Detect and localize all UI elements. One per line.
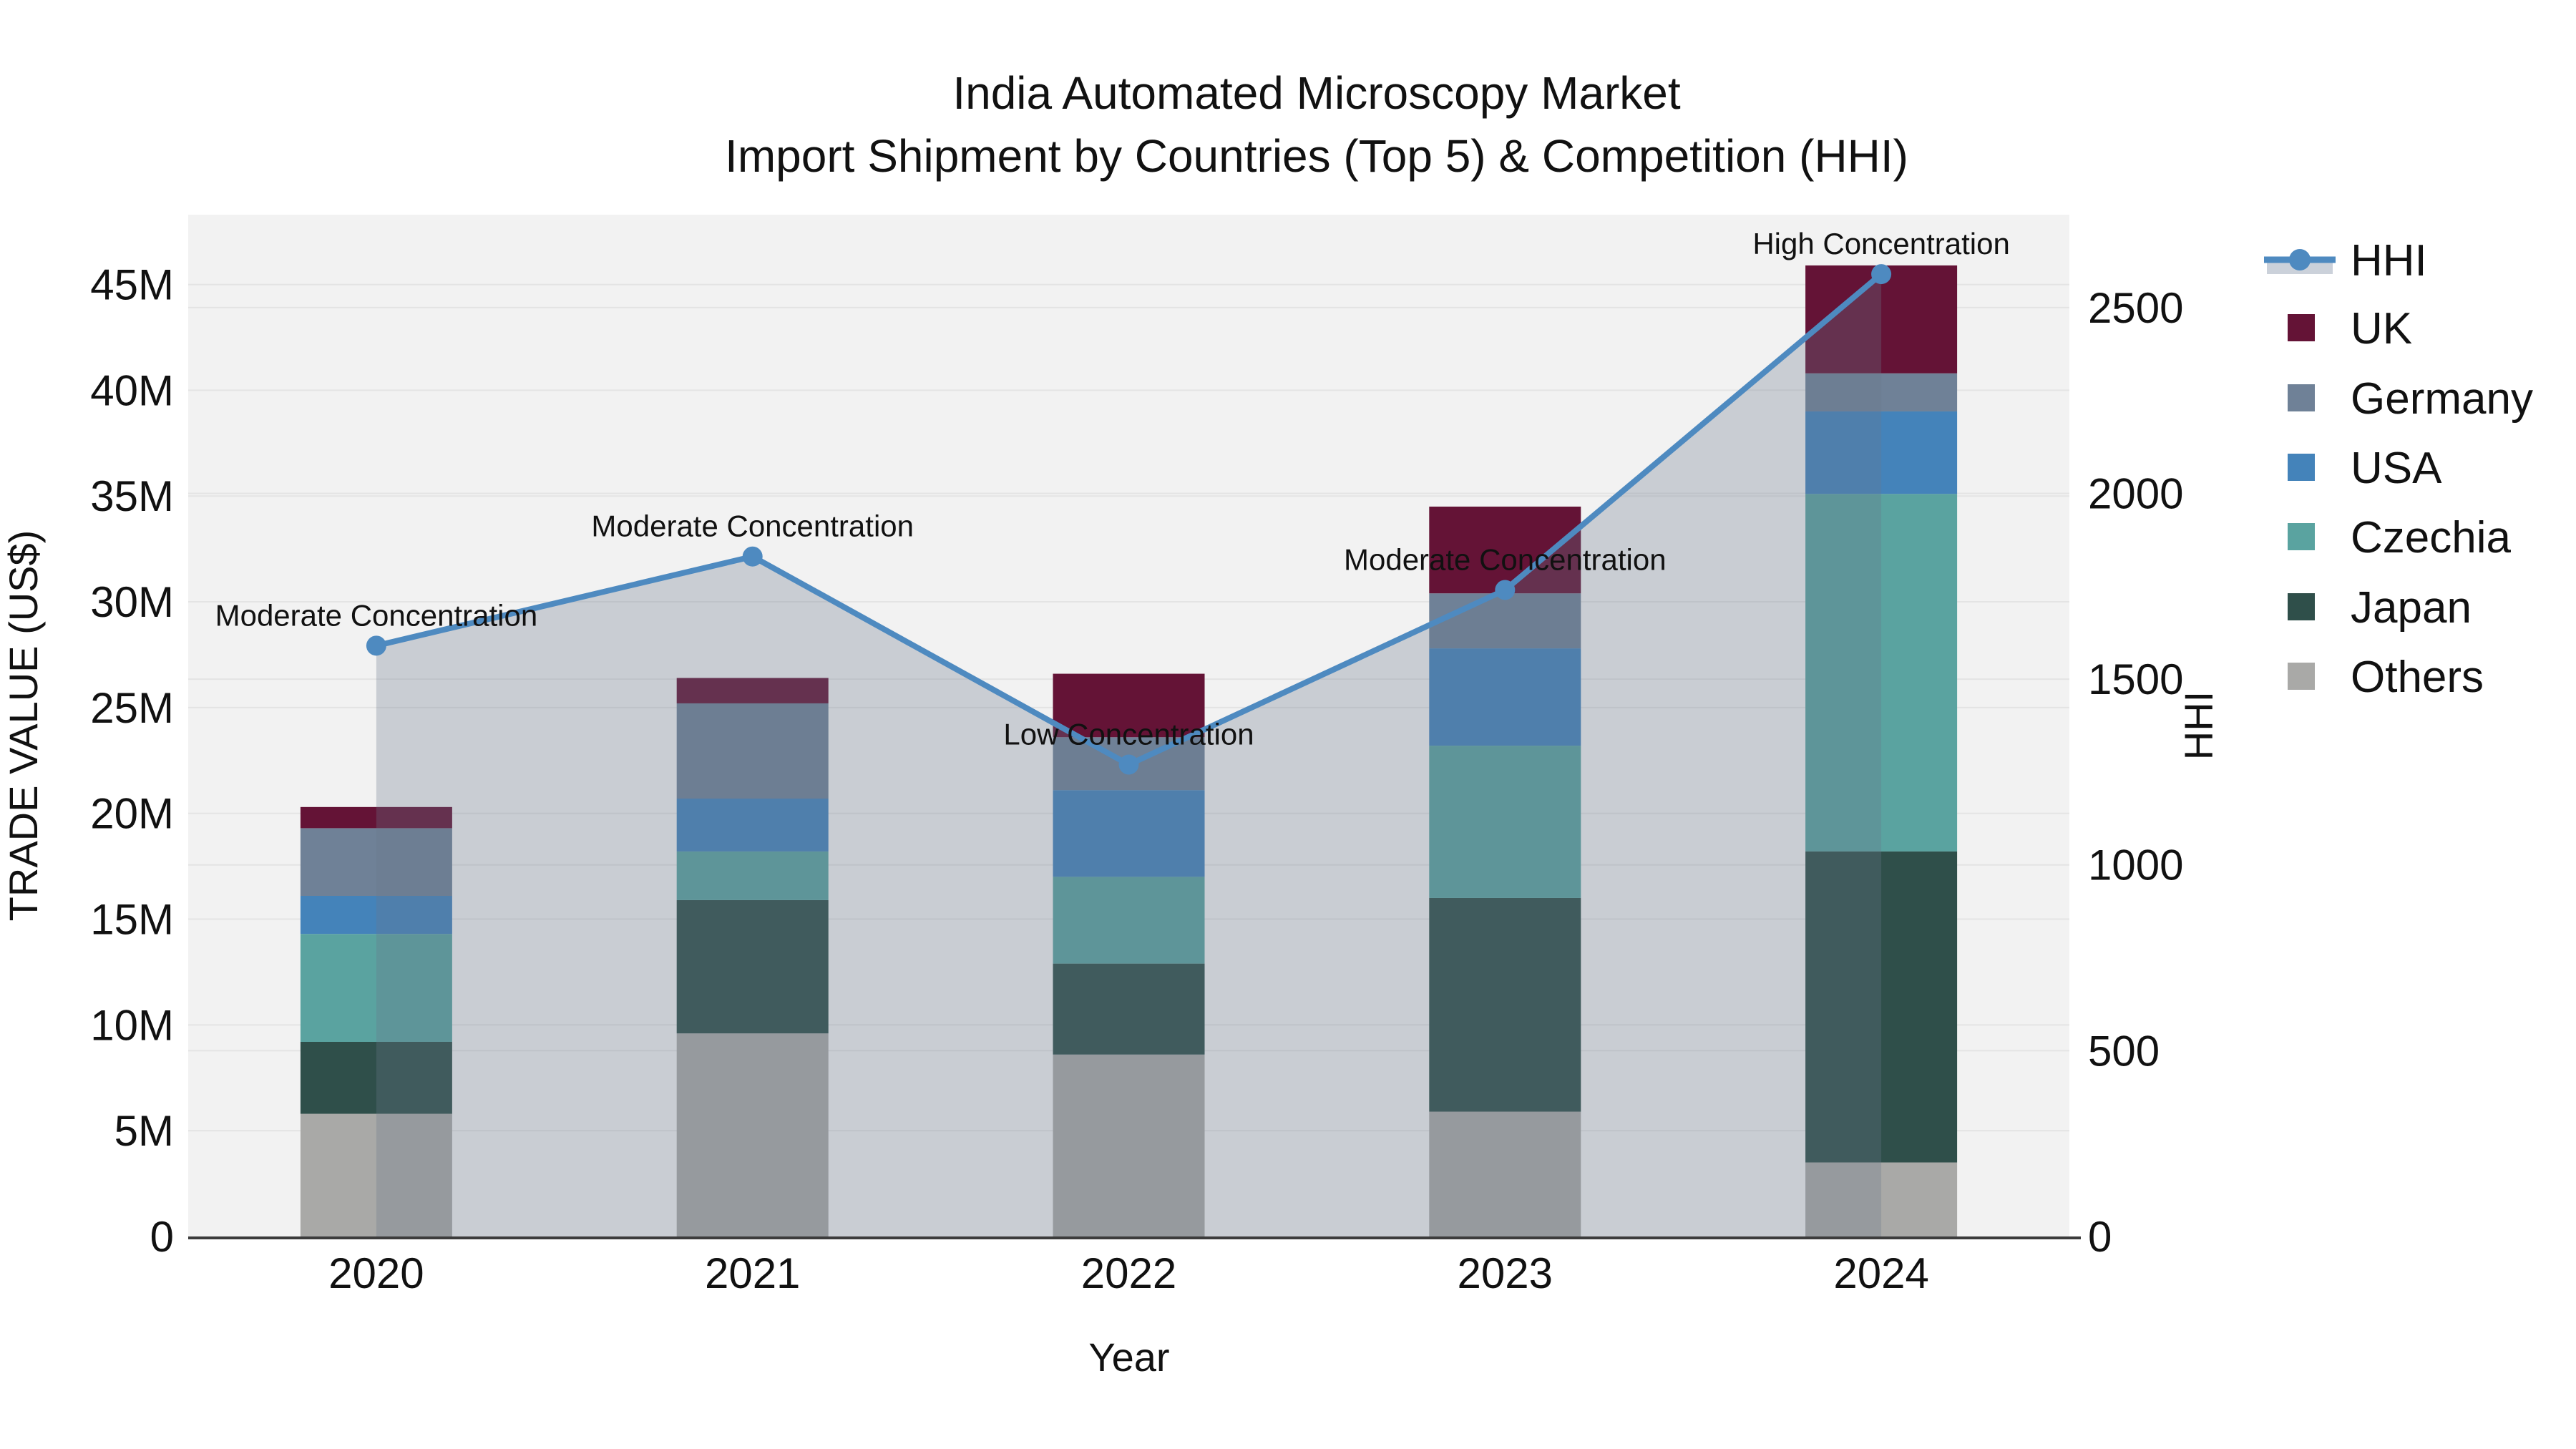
legend-swatch-others — [2288, 663, 2315, 690]
legend-swatch-germany — [2288, 384, 2315, 411]
legend-hhi-marker — [2289, 249, 2311, 270]
bar-segment-japan-2020 — [300, 1042, 452, 1114]
y-left-tick-25M: 25M — [90, 684, 174, 732]
legend-label-germany: Germany — [2351, 374, 2533, 424]
hhi-marker-2023 — [1495, 580, 1516, 600]
legend-swatch-uk — [2288, 314, 2315, 341]
x-tick-2024: 2024 — [1833, 1249, 1928, 1297]
legend-swatch-japan — [2288, 593, 2315, 620]
y-left-tick-30M: 30M — [90, 578, 174, 626]
y-right-tick-0: 0 — [2088, 1213, 2112, 1261]
legend-item-czechia: Czechia — [2288, 513, 2512, 562]
bar-segment-usa-2021 — [676, 799, 829, 852]
annotation-2022: Low Concentration — [1003, 718, 1254, 751]
hhi-marker-2024 — [1871, 264, 1892, 285]
bar-segment-uk-2022 — [1053, 673, 1205, 738]
legend-item-others: Others — [2288, 653, 2484, 702]
annotation-2023: Moderate Concentration — [1344, 542, 1667, 576]
x-axis-title: Year — [1088, 1335, 1169, 1380]
bar-segment-others-2021 — [676, 1033, 829, 1236]
y-left-tick-35M: 35M — [90, 472, 174, 520]
tick-label-layer: 0 5M 10M 15M 20M 25M 30M 35M 40M 45M 0 500 1000 1500 2… — [90, 261, 2183, 1297]
hhi-area-layer — [376, 274, 1882, 1237]
hhi-line-layer — [366, 264, 1892, 775]
y-left-tick-20M: 20M — [90, 790, 174, 838]
bar-segment-japan-2024 — [1805, 851, 1958, 1163]
bar-segment-others-2024 — [1805, 1162, 1958, 1236]
bar-segment-usa-2024 — [1805, 411, 1958, 494]
hhi-marker-2020 — [366, 635, 386, 656]
legend-label-hhi: HHI — [2351, 236, 2427, 286]
legend: HHI UK Germany USA Czechia Japan Others — [2264, 236, 2533, 702]
legend-swatch-czechia — [2288, 523, 2315, 550]
bar-segment-uk-2020 — [300, 806, 452, 829]
chart-title-line1: India Automated Microscopy Market — [952, 67, 1681, 119]
hhi-marker-2022 — [1118, 754, 1139, 775]
legend-swatch-usa — [2288, 454, 2315, 481]
hhi-marker-2021 — [742, 546, 763, 567]
legend-label-usa: USA — [2351, 444, 2442, 493]
stacked-bars-layer — [300, 265, 1958, 1236]
bar-segment-usa-2020 — [300, 896, 452, 935]
bar-segment-czechia-2022 — [1053, 877, 1205, 964]
bar-segment-others-2023 — [1429, 1111, 1581, 1236]
y-right-tick-1000: 1000 — [2088, 841, 2183, 889]
bar-segment-germany-2024 — [1805, 373, 1958, 411]
bar-segment-japan-2022 — [1053, 963, 1205, 1055]
bar-segment-uk-2021 — [676, 678, 829, 703]
y-right-axis-title: HHI — [2176, 691, 2221, 760]
y-left-tick-0: 0 — [150, 1213, 174, 1261]
y-left-tick-45M: 45M — [90, 261, 174, 309]
legend-label-uk: UK — [2351, 304, 2412, 353]
legend-item-germany: Germany — [2288, 374, 2533, 424]
bar-segment-others-2022 — [1053, 1054, 1205, 1236]
bar-segment-others-2020 — [300, 1113, 452, 1236]
y-left-tick-15M: 15M — [90, 896, 174, 944]
annotation-2020: Moderate Concentration — [215, 598, 538, 632]
bar-segment-czechia-2024 — [1805, 494, 1958, 852]
legend-label-japan: Japan — [2351, 583, 2472, 633]
bar-segment-usa-2022 — [1053, 790, 1205, 877]
x-tick-2020: 2020 — [328, 1249, 424, 1297]
x-tick-2022: 2022 — [1081, 1249, 1176, 1297]
bar-segment-germany-2020 — [300, 828, 452, 896]
legend-label-czechia: Czechia — [2351, 513, 2512, 562]
annotation-2021: Moderate Concentration — [591, 509, 914, 543]
annotation-layer: Moderate Concentration Moderate Concentra… — [215, 227, 2010, 751]
bar-segment-czechia-2020 — [300, 934, 452, 1042]
legend-item-uk: UK — [2288, 304, 2412, 353]
x-tick-2023: 2023 — [1458, 1249, 1553, 1297]
y-right-tick-2500: 2500 — [2088, 284, 2183, 332]
y-right-tick-2000: 2000 — [2088, 469, 2183, 517]
legend-label-others: Others — [2351, 653, 2484, 702]
bar-segment-czechia-2023 — [1429, 746, 1581, 898]
y-right-tick-500: 500 — [2088, 1027, 2160, 1075]
legend-item-japan: Japan — [2288, 583, 2472, 633]
bar-segment-germany-2021 — [676, 703, 829, 799]
bar-segment-czechia-2021 — [676, 851, 829, 900]
legend-item-hhi: HHI — [2264, 236, 2427, 286]
x-tick-2021: 2021 — [705, 1249, 800, 1297]
y-left-tick-5M: 5M — [114, 1107, 174, 1155]
hhi-area-fill — [376, 274, 1882, 1237]
bar-segment-japan-2023 — [1429, 897, 1581, 1112]
y-left-tick-10M: 10M — [90, 1001, 174, 1049]
y-left-axis-title: TRADE VALUE (US$) — [1, 530, 46, 922]
legend-item-usa: USA — [2288, 444, 2442, 493]
annotation-2024: High Concentration — [1752, 227, 2010, 260]
bar-segment-japan-2021 — [676, 899, 829, 1034]
chart-title-line2: Import Shipment by Countries (Top 5) & C… — [725, 130, 1908, 182]
bar-segment-usa-2023 — [1429, 648, 1581, 746]
y-left-tick-40M: 40M — [90, 366, 174, 414]
bar-segment-germany-2023 — [1429, 593, 1581, 649]
y-right-tick-1500: 1500 — [2088, 655, 2183, 703]
